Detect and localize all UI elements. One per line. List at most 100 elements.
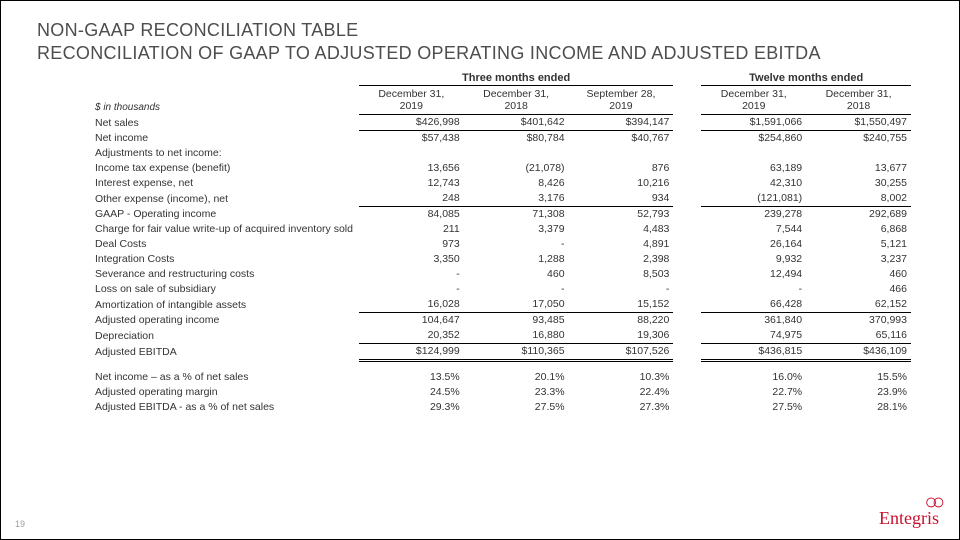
row-label: Net income – as a % of net sales [91, 369, 359, 384]
row-value: $240,755 [806, 130, 911, 146]
row-value: 104,647 [359, 312, 464, 328]
table-row: Adjusted EBITDA - as a % of net sales29.… [91, 399, 911, 414]
row-value: 27.5% [464, 399, 569, 414]
row-value: $57,438 [359, 130, 464, 146]
table-row: Adjusted operating income104,64793,48588… [91, 312, 911, 328]
slide-title: NON-GAAP RECONCILIATION TABLE RECONCILIA… [37, 19, 923, 64]
row-value: $426,998 [359, 114, 464, 130]
row-label: Severance and restructuring costs [91, 267, 359, 282]
row-value: 30,255 [806, 176, 911, 191]
table-row: Charge for fair value write-up of acquir… [91, 222, 911, 237]
row-value: 42,310 [701, 176, 806, 191]
row-value: 239,278 [701, 206, 806, 222]
page-number: 19 [15, 519, 25, 529]
table-row: Net income – as a % of net sales13.5%20.… [91, 369, 911, 384]
row-value: $40,767 [569, 130, 674, 146]
row-value: - [701, 282, 806, 297]
row-value: $394,147 [569, 114, 674, 130]
row-value: 71,308 [464, 206, 569, 222]
row-value: $436,815 [701, 343, 806, 359]
row-value: 23.3% [464, 384, 569, 399]
row-value: 13,677 [806, 161, 911, 176]
row-value: 8,426 [464, 176, 569, 191]
period-group-label: Twelve months ended [701, 70, 911, 86]
row-label: Depreciation [91, 328, 359, 344]
row-value: 20,352 [359, 328, 464, 344]
row-value: 23.9% [806, 384, 911, 399]
table-row: GAAP - Operating income84,08571,30852,79… [91, 206, 911, 222]
row-label: Adjusted EBITDA [91, 343, 359, 359]
row-value: $110,365 [464, 343, 569, 359]
row-value: $436,109 [806, 343, 911, 359]
row-value: 74,975 [701, 328, 806, 344]
row-value: $401,642 [464, 114, 569, 130]
row-value: 370,993 [806, 312, 911, 328]
table-row: Net income$57,438$80,784$40,767 $254,860$… [91, 130, 911, 146]
row-value: 65,116 [806, 328, 911, 344]
row-label: Amortization of intangible assets [91, 297, 359, 313]
table-row: Amortization of intangible assets16,0281… [91, 297, 911, 313]
row-label: Adjusted EBITDA - as a % of net sales [91, 399, 359, 414]
row-value: - [359, 282, 464, 297]
reconciliation-table-wrap: Three months endedTwelve months ended$ i… [91, 70, 911, 414]
row-value: $80,784 [464, 130, 569, 146]
row-value: 27.3% [569, 399, 674, 414]
table-row: Loss on sale of subsidiary----466 [91, 282, 911, 297]
row-value: 5,121 [806, 237, 911, 252]
slide-container: NON-GAAP RECONCILIATION TABLE RECONCILIA… [0, 0, 960, 540]
row-value: $107,526 [569, 343, 674, 359]
row-value: 3,237 [806, 252, 911, 267]
table-body: Net sales$426,998$401,642$394,147 $1,591,… [91, 114, 911, 414]
row-value: 24.5% [359, 384, 464, 399]
row-value: 876 [569, 161, 674, 176]
row-value: 15,152 [569, 297, 674, 313]
table-header: Three months endedTwelve months ended$ i… [91, 70, 911, 114]
row-value: 2,398 [569, 252, 674, 267]
row-value: 292,689 [806, 206, 911, 222]
title-line-1: NON-GAAP RECONCILIATION TABLE [37, 20, 358, 40]
table-row: Income tax expense (benefit)13,656(21,07… [91, 161, 911, 176]
column-header: December 31,2018 [464, 86, 569, 115]
row-value: 466 [806, 282, 911, 297]
table-row: Adjustments to net income: [91, 146, 911, 161]
row-value: $254,860 [701, 130, 806, 146]
row-value: 8,503 [569, 267, 674, 282]
logo-text: Entegris [879, 508, 939, 529]
row-value: 4,483 [569, 222, 674, 237]
row-value: 84,085 [359, 206, 464, 222]
company-logo: ○○ Entegris [879, 495, 939, 529]
row-value: 62,152 [806, 297, 911, 313]
table-row: Interest expense, net12,7438,42610,21642… [91, 176, 911, 191]
row-value: 12,743 [359, 176, 464, 191]
row-value: 88,220 [569, 312, 674, 328]
row-value: 12,494 [701, 267, 806, 282]
row-value: 3,350 [359, 252, 464, 267]
row-label: Loss on sale of subsidiary [91, 282, 359, 297]
row-value [464, 146, 569, 161]
table-row: Adjusted operating margin24.5%23.3%22.4%… [91, 384, 911, 399]
row-value: 9,932 [701, 252, 806, 267]
column-header: December 31,2019 [359, 86, 464, 115]
row-value [701, 146, 806, 161]
title-line-2: RECONCILIATION OF GAAP TO ADJUSTED OPERA… [37, 43, 821, 63]
row-value: - [464, 237, 569, 252]
row-label: Other expense (income), net [91, 191, 359, 207]
row-label: Integration Costs [91, 252, 359, 267]
row-value: - [464, 282, 569, 297]
row-value: 20.1% [464, 369, 569, 384]
row-value: 13,656 [359, 161, 464, 176]
row-label: Adjustments to net income: [91, 146, 359, 161]
row-label: Net income [91, 130, 359, 146]
row-value: 460 [806, 267, 911, 282]
row-label: Net sales [91, 114, 359, 130]
row-value: $1,591,066 [701, 114, 806, 130]
row-value: 16.0% [701, 369, 806, 384]
logo-mark-icon: ○○ [879, 495, 939, 508]
row-value: 973 [359, 237, 464, 252]
period-group-label: Three months ended [359, 70, 673, 86]
row-value: 6,868 [806, 222, 911, 237]
row-value: 3,176 [464, 191, 569, 207]
row-value: 4,891 [569, 237, 674, 252]
row-value: 15.5% [806, 369, 911, 384]
table-row: Net sales$426,998$401,642$394,147 $1,591,… [91, 114, 911, 130]
